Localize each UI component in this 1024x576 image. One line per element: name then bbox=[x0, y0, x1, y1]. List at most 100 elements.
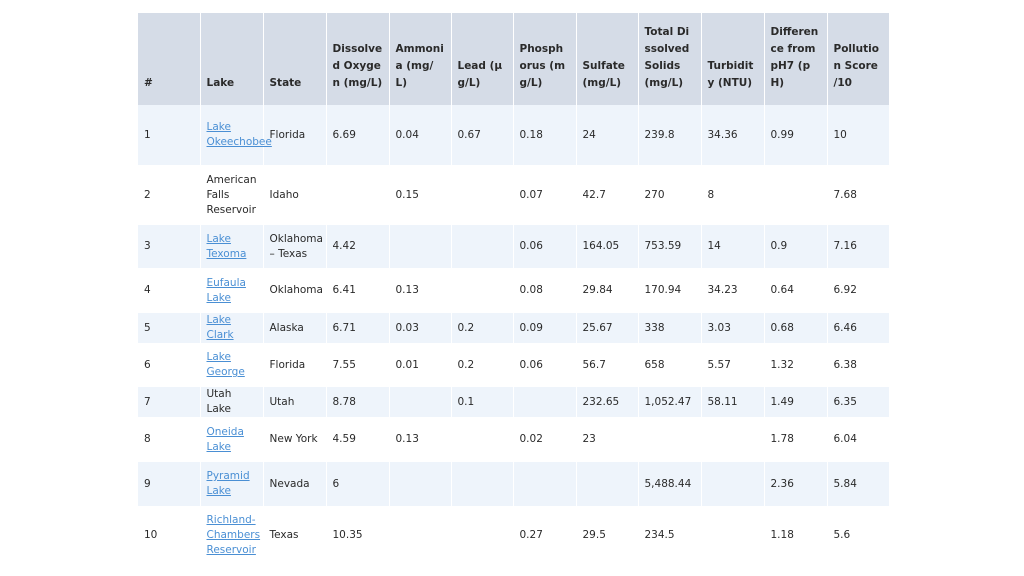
lake-link[interactable]: Lake Clark bbox=[206, 314, 234, 341]
table-cell: 0.64 bbox=[764, 268, 828, 313]
table-cell: 0.02 bbox=[513, 417, 577, 462]
table-cell: 6.38 bbox=[827, 343, 890, 387]
table-cell: 8 bbox=[138, 417, 201, 462]
table-cell: 6.92 bbox=[827, 268, 890, 313]
table-cell: 5 bbox=[138, 313, 201, 343]
table-cell: 1.32 bbox=[764, 343, 828, 387]
table-cell bbox=[451, 268, 514, 313]
table-cell bbox=[451, 165, 514, 225]
table-cell bbox=[451, 462, 514, 506]
data-table: # Lake State Dissolved Oxygen (mg/L) Ammonia… bbox=[138, 13, 890, 564]
table-cell: 234.5 bbox=[638, 506, 702, 564]
lake-link[interactable]: Eufaula Lake bbox=[206, 276, 246, 304]
table-cell: 0.09 bbox=[513, 313, 577, 343]
table-body: 1 Lake Okeechobee Florida 6.69 0.04 0.67 0.18 2… bbox=[138, 105, 890, 564]
table-cell: 0.07 bbox=[513, 165, 577, 225]
table-cell: Oklahoma – Texas bbox=[263, 225, 327, 268]
table-row: 5 Lake Clark Alaska 6.71 0.03 0.2 0.09 25.67 338… bbox=[138, 313, 890, 343]
table-cell: 4.42 bbox=[326, 225, 390, 268]
table-cell: 7 bbox=[138, 387, 201, 417]
lake-link[interactable]: Richland-Chambers Reservoir bbox=[206, 513, 261, 556]
table-cell bbox=[638, 417, 702, 462]
table-cell: 0.06 bbox=[513, 343, 577, 387]
table-cell: 0.2 bbox=[451, 313, 514, 343]
table-cell: 5.6 bbox=[827, 506, 890, 564]
table-cell: Eufaula Lake bbox=[200, 268, 264, 313]
table-cell: 56.7 bbox=[576, 343, 639, 387]
table-cell: 7.68 bbox=[827, 165, 890, 225]
column-header: Phosphorus (mg/L) bbox=[513, 13, 577, 105]
table-cell: 2 bbox=[138, 165, 201, 225]
table-cell: 8.78 bbox=[326, 387, 390, 417]
table-cell: 34.23 bbox=[701, 268, 765, 313]
table-cell: 4 bbox=[138, 268, 201, 313]
table-cell: Richland-Chambers Reservoir bbox=[200, 506, 264, 564]
table-cell: 0.04 bbox=[389, 105, 452, 165]
table-cell: 338 bbox=[638, 313, 702, 343]
table-cell: 0.27 bbox=[513, 506, 577, 564]
lake-link[interactable]: Lake George bbox=[206, 351, 245, 378]
column-header: Lead (µg/L) bbox=[451, 13, 514, 105]
table-cell: 25.67 bbox=[576, 313, 639, 343]
table-cell: 7.55 bbox=[326, 343, 390, 387]
table-row: 3 Lake Texoma Oklahoma – Texas 4.42 0.06 164.… bbox=[138, 225, 890, 268]
table-cell: 10 bbox=[827, 105, 890, 165]
table-cell: 6.69 bbox=[326, 105, 390, 165]
table-cell: 6.41 bbox=[326, 268, 390, 313]
table-cell: Florida bbox=[263, 105, 327, 165]
lake-link[interactable]: Lake Texoma bbox=[206, 232, 247, 260]
table-cell: 0.13 bbox=[389, 268, 452, 313]
table-cell bbox=[764, 165, 828, 225]
table-row: 8 Oneida Lake New York 4.59 0.13 0.02 23 1.78 6.… bbox=[138, 417, 890, 462]
table-cell: 6.04 bbox=[827, 417, 890, 462]
table-cell bbox=[701, 417, 765, 462]
table-cell: 0.08 bbox=[513, 268, 577, 313]
table-cell: 0.18 bbox=[513, 105, 577, 165]
table-cell: 10 bbox=[138, 506, 201, 564]
table-cell: Texas bbox=[263, 506, 327, 564]
table-cell: 0.01 bbox=[389, 343, 452, 387]
table-cell: 9 bbox=[138, 462, 201, 506]
table-cell: 0.13 bbox=[389, 417, 452, 462]
table-cell bbox=[389, 506, 452, 564]
lake-link[interactable]: Oneida Lake bbox=[206, 425, 244, 453]
table-cell: 0.99 bbox=[764, 105, 828, 165]
table-cell: 1 bbox=[138, 105, 201, 165]
table-cell: 3.03 bbox=[701, 313, 765, 343]
table-cell: 1.18 bbox=[764, 506, 828, 564]
table-cell: 0.1 bbox=[451, 387, 514, 417]
column-header: Total Dissolved Solids (mg/L) bbox=[638, 13, 702, 105]
table-cell: 170.94 bbox=[638, 268, 702, 313]
table-cell: 5.57 bbox=[701, 343, 765, 387]
table-cell bbox=[701, 462, 765, 506]
table-cell: 232.65 bbox=[576, 387, 639, 417]
table-row: 6 Lake George Florida 7.55 0.01 0.2 0.06 56.7 65… bbox=[138, 343, 890, 387]
column-header: Turbidity (NTU) bbox=[701, 13, 765, 105]
table-cell bbox=[451, 225, 514, 268]
table-cell: 3 bbox=[138, 225, 201, 268]
column-header: # bbox=[138, 13, 201, 105]
table-cell: 42.7 bbox=[576, 165, 639, 225]
column-header: Sulfate (mg/L) bbox=[576, 13, 639, 105]
table-cell bbox=[326, 165, 390, 225]
table-cell: 8 bbox=[701, 165, 765, 225]
table-cell: 0.9 bbox=[764, 225, 828, 268]
table-row: 10 Richland-Chambers Reservoir Texas 10.35 0… bbox=[138, 506, 890, 564]
table-cell: 58.11 bbox=[701, 387, 765, 417]
table-row: 7 Utah Lake Utah 8.78 0.1 232.65 1,052.47 58.11… bbox=[138, 387, 890, 417]
table-cell: 14 bbox=[701, 225, 765, 268]
table-cell: 6.46 bbox=[827, 313, 890, 343]
table-cell: 5,488.44 bbox=[638, 462, 702, 506]
lake-link[interactable]: Lake Okeechobee bbox=[206, 121, 272, 148]
table-cell: 0.68 bbox=[764, 313, 828, 343]
table-cell: 10.35 bbox=[326, 506, 390, 564]
lake-link[interactable]: Pyramid Lake bbox=[206, 470, 250, 497]
column-header: Pollution Score /10 bbox=[827, 13, 890, 105]
table-cell: 23 bbox=[576, 417, 639, 462]
table-cell: 4.59 bbox=[326, 417, 390, 462]
table-row: 4 Eufaula Lake Oklahoma 6.41 0.13 0.08 29.84 17… bbox=[138, 268, 890, 313]
table-cell: Oklahoma bbox=[263, 268, 327, 313]
table-cell: 6.35 bbox=[827, 387, 890, 417]
table-cell bbox=[576, 462, 639, 506]
column-header: Dissolved Oxygen (mg/L) bbox=[326, 13, 390, 105]
